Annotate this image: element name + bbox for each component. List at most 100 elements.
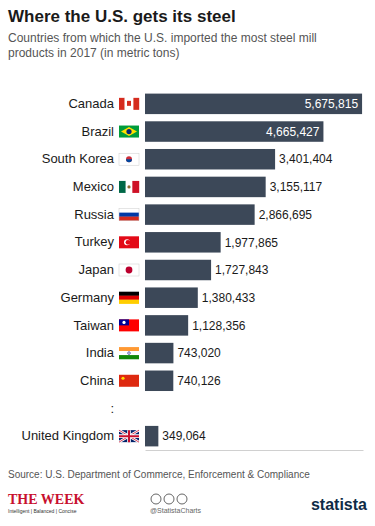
data-label: 1,380,433 [202, 291, 256, 305]
flags [119, 98, 139, 442]
flag-part [124, 239, 130, 245]
tick-label: United Kingdom [22, 428, 115, 443]
bar [145, 94, 362, 114]
brand-logo: statista [311, 496, 367, 513]
data-label: 1,128,356 [192, 319, 246, 333]
flag-part [127, 101, 131, 106]
data-label: 740,126 [177, 374, 221, 388]
flag-part [119, 430, 139, 442]
flag-part [119, 430, 139, 442]
flag-part [126, 156, 132, 162]
tick: Taiwan [74, 318, 114, 333]
flag [119, 209, 139, 221]
flag [119, 375, 139, 387]
data-labels: 5,675,8154,665,4273,401,4043,155,1172,86… [162, 97, 358, 443]
publisher-logo: THE WEEK [8, 492, 84, 507]
bar [145, 426, 158, 446]
y-axis-line [114, 91, 115, 451]
flag-part [132, 181, 139, 193]
data-label: 3,401,404 [279, 152, 333, 166]
flag-part [119, 351, 139, 355]
flag-part [119, 236, 139, 248]
license-icons [151, 494, 187, 504]
flag-part [119, 430, 139, 442]
flag [119, 126, 139, 138]
flag-part [119, 430, 139, 442]
flag-part [119, 209, 139, 221]
bar [145, 177, 266, 197]
tick: China [80, 373, 115, 388]
flag-part [119, 355, 139, 359]
tick: India [86, 345, 115, 360]
flag-part [119, 296, 139, 300]
flag-part [119, 153, 139, 165]
chart: Where the U.S. gets its steelCountries f… [0, 0, 375, 526]
bar [145, 232, 221, 252]
tick: : [110, 401, 114, 416]
flag-part [119, 430, 139, 442]
bar [145, 204, 255, 224]
data-label: 743,020 [177, 346, 221, 360]
flag-part [119, 209, 139, 213]
tick: Turkey [75, 234, 115, 249]
flag-part [127, 185, 130, 188]
data-label: 1,727,843 [215, 263, 269, 277]
flag [119, 236, 139, 248]
bar [145, 121, 323, 141]
data-label: 4,665,427 [266, 125, 320, 139]
data-label: 1,977,865 [225, 236, 279, 250]
tick-label: Turkey [75, 234, 115, 249]
license-icon [151, 494, 161, 504]
x-axis [146, 450, 364, 451]
tick-label: Germany [61, 290, 115, 305]
flag-part [119, 217, 139, 221]
publisher-tagline: Intelligent | Balanced | Concise [8, 508, 77, 514]
tick-label: Brazil [81, 124, 114, 139]
flag-part [119, 292, 139, 296]
flag-part [128, 352, 131, 355]
bar [145, 315, 188, 335]
flag [119, 319, 139, 331]
flag [119, 181, 139, 193]
flag-part [125, 98, 134, 110]
tick-label: Russia [74, 207, 115, 222]
flag [119, 264, 139, 276]
flag-part [133, 98, 139, 110]
flag-part [119, 319, 129, 325]
subtitle-line: products in 2017 (in metric tons) [8, 46, 179, 60]
title: Where the U.S. gets its steel [8, 7, 236, 26]
flag [119, 98, 139, 110]
x-axis-line [146, 450, 364, 451]
data-label: 3,155,117 [270, 180, 323, 194]
flag-part [119, 98, 125, 110]
bar [145, 260, 211, 280]
flag-part [119, 300, 139, 304]
tick: Germany [61, 290, 115, 305]
tick: Canada [68, 96, 114, 111]
tick-label: Taiwan [74, 318, 114, 333]
tick-label: China [80, 373, 115, 388]
bar [145, 343, 173, 363]
flag-part [119, 126, 139, 138]
flag [119, 430, 139, 442]
flag-part [121, 377, 124, 380]
tick: South Korea [42, 151, 115, 166]
flag-part [126, 181, 133, 193]
flag-part [121, 127, 137, 136]
flag-part [119, 319, 139, 331]
tick: Brazil [81, 124, 114, 139]
tick: Mexico [73, 179, 114, 194]
tick-label: Japan [79, 262, 114, 277]
flag [119, 292, 139, 304]
flag-part [119, 264, 139, 276]
data-label: 349,064 [162, 429, 206, 443]
flag-part [122, 321, 125, 324]
bar [145, 149, 275, 169]
flag-part [126, 240, 131, 245]
tick: Russia [74, 207, 115, 222]
tick-label: Mexico [73, 179, 114, 194]
flag-part [126, 159, 132, 162]
data-label: 5,675,815 [305, 97, 359, 111]
bar [145, 371, 173, 391]
flag-part [119, 181, 126, 193]
